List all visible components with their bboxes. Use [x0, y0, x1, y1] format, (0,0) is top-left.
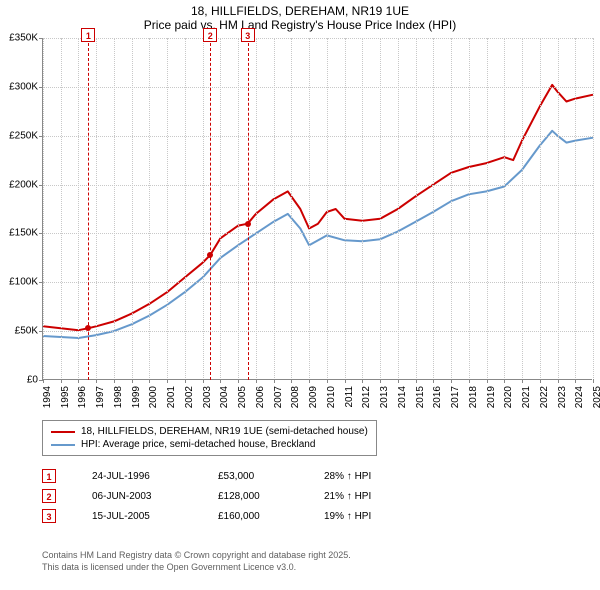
transaction-row: 3 15-JUL-2005 £160,000 19% ↑ HPI [42, 506, 414, 526]
y-tick-label: £100K [9, 277, 38, 288]
transaction-marker: 3 [42, 509, 56, 523]
y-tick-label: £150K [9, 228, 38, 239]
x-tick-label: 2012 [361, 386, 372, 408]
x-tick-label: 2006 [255, 386, 266, 408]
legend-item-0: 18, HILLFIELDS, DEREHAM, NR19 1UE (semi-… [51, 425, 368, 438]
y-tick-label: £50K [15, 326, 38, 337]
chart-container: 18, HILLFIELDS, DEREHAM, NR19 1UE Price … [0, 0, 600, 590]
y-tick-label: £350K [9, 33, 38, 44]
transactions-table: 1 24-JUL-1996 £53,000 28% ↑ HPI 2 06-JUN-2003… [42, 466, 414, 526]
x-tick-label: 2010 [326, 386, 337, 408]
x-tick-label: 2019 [486, 386, 497, 408]
x-tick-label: 2014 [397, 386, 408, 408]
legend-item-1: HPI: Average price, semi-detached house,… [51, 438, 368, 451]
chart-marker-3: 3 [241, 28, 255, 42]
x-tick-label: 2018 [468, 386, 479, 408]
x-tick-label: 2025 [592, 386, 600, 408]
transaction-date: 24-JUL-1996 [92, 471, 182, 482]
x-tick-label: 2016 [432, 386, 443, 408]
x-tick-label: 1994 [42, 386, 53, 408]
x-tick-label: 2000 [148, 386, 159, 408]
x-tick-label: 2020 [503, 386, 514, 408]
x-tick-label: 2015 [415, 386, 426, 408]
y-axis: £0£50K£100K£150K£200K£250K£300K£350K [0, 38, 40, 380]
legend: 18, HILLFIELDS, DEREHAM, NR19 1UE (semi-… [42, 420, 377, 456]
transaction-price: £160,000 [218, 511, 288, 522]
x-tick-label: 1995 [60, 386, 71, 408]
x-tick-label: 1999 [131, 386, 142, 408]
transaction-price: £128,000 [218, 491, 288, 502]
legend-label: HPI: Average price, semi-detached house,… [81, 439, 315, 450]
series-property [43, 85, 593, 330]
chart-marker-2: 2 [203, 28, 217, 42]
x-tick-label: 2004 [219, 386, 230, 408]
transaction-date: 06-JUN-2003 [92, 491, 182, 502]
y-tick-label: £200K [9, 179, 38, 190]
chart-marker-dot-1 [85, 325, 91, 331]
title-address: 18, HILLFIELDS, DEREHAM, NR19 1UE [0, 4, 600, 18]
footer-attribution: Contains HM Land Registry data © Crown c… [42, 550, 351, 573]
x-tick-label: 2011 [344, 386, 355, 408]
transaction-row: 2 06-JUN-2003 £128,000 21% ↑ HPI [42, 486, 414, 506]
transaction-marker: 1 [42, 469, 56, 483]
x-tick-label: 2007 [273, 386, 284, 408]
transaction-date: 15-JUL-2005 [92, 511, 182, 522]
x-tick-label: 2023 [557, 386, 568, 408]
legend-label: 18, HILLFIELDS, DEREHAM, NR19 1UE (semi-… [81, 426, 368, 437]
x-tick-label: 2017 [450, 386, 461, 408]
y-tick-label: £0 [27, 375, 38, 386]
plot-area: 123 [42, 38, 592, 380]
x-tick-label: 2009 [308, 386, 319, 408]
transaction-price: £53,000 [218, 471, 288, 482]
y-tick-label: £300K [9, 81, 38, 92]
legend-swatch [51, 431, 75, 433]
x-tick-label: 1996 [77, 386, 88, 408]
y-tick-label: £250K [9, 130, 38, 141]
x-tick-label: 2013 [379, 386, 390, 408]
chart-marker-1: 1 [81, 28, 95, 42]
transaction-marker: 2 [42, 489, 56, 503]
transaction-pct: 28% ↑ HPI [324, 471, 414, 482]
footer-line2: This data is licensed under the Open Gov… [42, 562, 351, 574]
chart-marker-dot-2 [207, 252, 213, 258]
x-tick-label: 2021 [521, 386, 532, 408]
line-chart-svg [43, 38, 593, 380]
chart-marker-dot-3 [245, 221, 251, 227]
x-tick-label: 2022 [539, 386, 550, 408]
x-tick-label: 2005 [237, 386, 248, 408]
x-tick-label: 1998 [113, 386, 124, 408]
x-tick-label: 2002 [184, 386, 195, 408]
x-tick-label: 2001 [166, 386, 177, 408]
legend-swatch [51, 444, 75, 446]
x-tick-label: 2003 [202, 386, 213, 408]
transaction-pct: 21% ↑ HPI [324, 491, 414, 502]
x-axis: 1994 1995 1996 1997 1998 1999 2000 2001 2002 2003… [42, 382, 592, 420]
transaction-row: 1 24-JUL-1996 £53,000 28% ↑ HPI [42, 466, 414, 486]
x-tick-label: 2024 [574, 386, 585, 408]
x-tick-label: 2008 [290, 386, 301, 408]
footer-line1: Contains HM Land Registry data © Crown c… [42, 550, 351, 562]
transaction-pct: 19% ↑ HPI [324, 511, 414, 522]
x-tick-label: 1997 [95, 386, 106, 408]
